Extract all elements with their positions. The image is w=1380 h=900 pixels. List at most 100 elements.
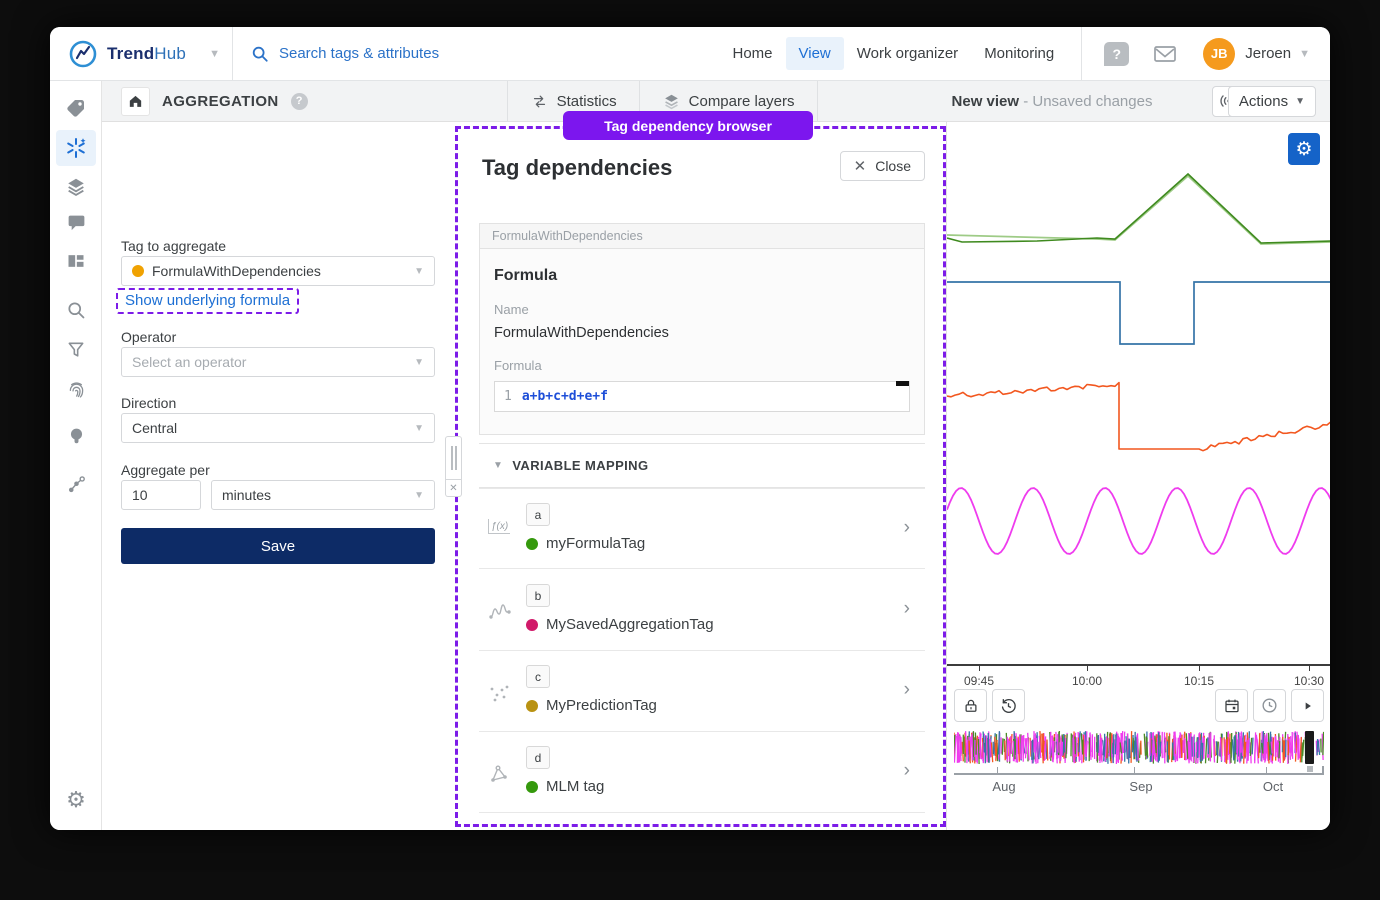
show-underlying-formula-link[interactable]: Show underlying formula xyxy=(125,292,290,309)
play-icon xyxy=(1301,699,1315,713)
tag-name: MLM tag xyxy=(526,778,604,795)
aggregation-help-icon[interactable]: ? xyxy=(291,93,308,110)
panel-resize-handle[interactable]: ✕ xyxy=(445,436,462,497)
sidebar-item-search[interactable] xyxy=(56,292,96,328)
search-area xyxy=(233,45,713,63)
context-overview-strip[interactable] xyxy=(954,731,1324,764)
brand[interactable]: TrendHub ▼ xyxy=(50,27,232,80)
gear-icon: ⚙ xyxy=(66,787,86,813)
tag-color-dot xyxy=(526,538,538,550)
series-magenta xyxy=(947,488,1330,554)
formula-tag-icon: ƒ(x) xyxy=(488,519,510,534)
chevron-down-icon: ▼ xyxy=(414,266,424,277)
sidebar-item-aggregation[interactable] xyxy=(56,130,96,166)
tag-color-dot xyxy=(526,781,538,793)
time-settings-button[interactable] xyxy=(1253,689,1286,722)
chevron-right-icon[interactable]: › xyxy=(904,517,910,539)
actions-button[interactable]: Actions ▼ xyxy=(1228,86,1316,117)
nav-work-organizer[interactable]: Work organizer xyxy=(844,37,971,70)
user-name[interactable]: Jeroen xyxy=(1245,45,1291,62)
nav-monitoring[interactable]: Monitoring xyxy=(971,37,1067,70)
dependency-panel-body: Formula Name FormulaWithDependencies For… xyxy=(480,249,924,434)
tag-color-dot xyxy=(132,265,144,277)
variable-row-a[interactable]: ƒ(x) a myFormulaTag › xyxy=(479,488,925,569)
show-formula-highlight-box: Show underlying formula xyxy=(116,288,299,314)
sidebar-item-layers[interactable] xyxy=(56,169,96,205)
operator-select[interactable]: Select an operator ▼ xyxy=(121,347,435,377)
variable-row-d[interactable]: d MLM tag › xyxy=(479,732,925,813)
home-button[interactable] xyxy=(121,87,150,116)
operator-label: Operator xyxy=(121,329,176,345)
dependency-panel: FormulaWithDependencies Formula Name For… xyxy=(479,223,925,435)
chevron-right-icon[interactable]: › xyxy=(904,598,910,620)
sidebar-item-recommendations[interactable] xyxy=(56,418,96,454)
tag-to-aggregate-label: Tag to aggregate xyxy=(121,238,226,254)
calendar-button[interactable] xyxy=(1215,689,1248,722)
variable-row-partial xyxy=(479,813,925,827)
sidebar-item-settings[interactable]: ⚙ xyxy=(56,782,96,818)
lock-icon xyxy=(962,697,980,715)
tag-to-aggregate-value: FormulaWithDependencies xyxy=(152,263,321,279)
aggregate-unit-select[interactable]: minutes ▼ xyxy=(211,480,435,510)
user-chevron-down-icon[interactable]: ▼ xyxy=(1299,48,1310,60)
aggregation-form: Tag to aggregate FormulaWithDependencies… xyxy=(102,122,455,830)
chevron-right-icon[interactable]: › xyxy=(904,760,910,782)
trend-chart-panel: ⚙ 09:45 10:00 10:15 10:30 xyxy=(946,122,1330,830)
network-nodes-icon xyxy=(66,475,87,496)
chart-settings-button[interactable]: ⚙ xyxy=(1288,133,1320,165)
actions-chevron-down-icon: ▼ xyxy=(1295,96,1305,107)
avatar[interactable]: JB xyxy=(1203,38,1235,70)
series-blue xyxy=(947,282,1330,344)
aggregation-tag-icon xyxy=(488,600,512,624)
messages-button[interactable] xyxy=(1153,44,1177,64)
brand-chevron-down-icon[interactable]: ▼ xyxy=(209,48,220,60)
trend-lines-chart[interactable] xyxy=(947,122,1330,667)
tag-to-aggregate-select[interactable]: FormulaWithDependencies ▼ xyxy=(121,256,435,286)
collapse-close-icon[interactable]: ✕ xyxy=(445,480,462,497)
help-icon[interactable]: ? xyxy=(1104,42,1129,66)
handle-nub[interactable] xyxy=(1307,766,1313,772)
series-green-light xyxy=(947,176,1330,244)
nav-home[interactable]: Home xyxy=(719,37,785,70)
direction-select[interactable]: Central ▼ xyxy=(121,413,435,443)
variable-mapping-section-header[interactable]: ▼ VARIABLE MAPPING xyxy=(479,443,925,488)
close-button[interactable]: ✕ Close xyxy=(840,151,925,181)
trendhub-logo-icon xyxy=(68,39,98,69)
drag-grip-icon[interactable] xyxy=(445,436,462,480)
gear-icon: ⚙ xyxy=(1295,138,1312,161)
sidebar-item-comments[interactable] xyxy=(56,205,96,241)
aggregate-value-input[interactable] xyxy=(121,480,201,510)
nav-view[interactable]: View xyxy=(786,37,844,70)
variable-letter-badge: c xyxy=(526,665,550,688)
sidebar-item-filter[interactable] xyxy=(56,332,96,368)
sidebar-item-context-graph[interactable] xyxy=(56,467,96,503)
sidebar-item-tags[interactable] xyxy=(56,90,96,126)
sidebar-item-fingerprint[interactable] xyxy=(56,371,96,407)
code-scrollbar[interactable] xyxy=(896,381,909,386)
tag-name: MyPredictionTag xyxy=(526,697,657,714)
dashboard-layout-icon xyxy=(66,251,86,271)
timespan-selection-handle[interactable] xyxy=(1305,731,1314,764)
lock-timespan-button[interactable] xyxy=(954,689,987,722)
variable-letter-badge: b xyxy=(526,584,550,607)
lightbulb-icon xyxy=(67,426,86,447)
time-tick-label: 10:15 xyxy=(1184,674,1214,688)
search-input[interactable] xyxy=(279,45,679,62)
aggregate-unit-value: minutes xyxy=(222,487,271,503)
month-axis xyxy=(954,773,1324,775)
formula-code-editor[interactable]: 1 a+b+c+d+e+f xyxy=(494,381,910,412)
history-button[interactable] xyxy=(992,689,1025,722)
tag-name: MySavedAggregationTag xyxy=(526,616,714,633)
chevron-down-icon: ▼ xyxy=(414,423,424,434)
formula-label: Formula xyxy=(494,358,910,373)
variable-letter-badge: d xyxy=(526,746,550,769)
variable-row-c[interactable]: c MyPredictionTag › xyxy=(479,651,925,732)
month-tick-label: Sep xyxy=(1129,779,1152,794)
sidebar-item-dashboard[interactable] xyxy=(56,243,96,279)
save-button[interactable]: Save xyxy=(121,528,435,564)
compare-layers-icon xyxy=(662,92,681,111)
variable-row-b[interactable]: b MySavedAggregationTag › xyxy=(479,570,925,651)
chevron-right-icon[interactable]: › xyxy=(904,679,910,701)
comment-icon xyxy=(66,213,87,234)
play-forward-button[interactable] xyxy=(1291,689,1324,722)
